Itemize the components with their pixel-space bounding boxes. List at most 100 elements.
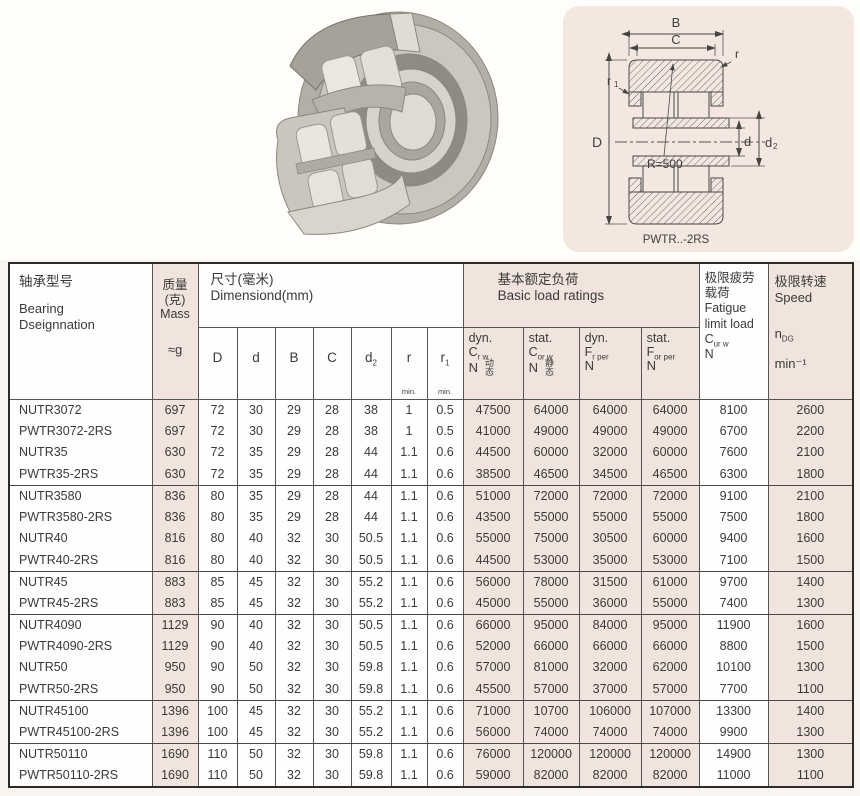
cell-C: 30	[312, 528, 352, 550]
bearing-diagram: B C r r 1 D d d 2 R=500 PWTR..-2RS	[592, 15, 778, 246]
cell-r1: 0.6	[426, 764, 464, 787]
cell-speed: 1400	[767, 571, 854, 593]
cell-d2: 59.8	[350, 743, 392, 765]
cell-B: 32	[274, 549, 314, 572]
cell-mass: 836	[151, 485, 199, 507]
cell-r: 1.1	[390, 764, 428, 787]
header-designation-en2: Dseignnation	[19, 317, 95, 332]
cell-D: 72	[197, 463, 238, 486]
header-speed: 极限转速 Speed nDG min⁻¹	[767, 262, 854, 400]
diagram-panel: B C r r 1 D d d 2 R=500 PWTR..-2RS	[563, 6, 854, 252]
cell-crw: 57000	[462, 657, 524, 679]
cell-crw: 44500	[462, 549, 524, 572]
header-dims-en: Dimensiond(mm)	[210, 288, 314, 303]
cell-crw: 76000	[462, 743, 524, 765]
cell-C: 28	[312, 506, 352, 528]
cell-speed: 2600	[767, 398, 854, 421]
cell-D: 80	[197, 506, 238, 528]
cell-speed: 1600	[767, 528, 854, 550]
table-row: NUTR3580 836 80 35 29 28 44 1.1 0.6 5100…	[8, 485, 854, 507]
cell-forper: 55000	[640, 592, 700, 615]
header-col-r: r min.	[390, 326, 428, 400]
cell-d: 30	[236, 420, 276, 442]
header-fatigue-limit-load: 极限疲劳 载荷 Fatigue limit load Cur w N	[698, 262, 769, 400]
diagram-label-C: C	[671, 32, 680, 47]
cell-mass: 950	[151, 678, 199, 701]
header-mass-approx: ≈g	[167, 341, 183, 357]
cell-forper: 66000	[640, 635, 700, 657]
cell-corw: 55000	[522, 592, 580, 615]
cell-crw: 66000	[462, 614, 524, 636]
table-row: PWTR4090-2RS 1129 90 40 32 30 50.5 1.1 0…	[8, 635, 854, 657]
cell-r1: 0.6	[426, 571, 464, 593]
cell-d: 45	[236, 592, 276, 615]
cell-d2: 50.5	[350, 528, 392, 550]
cell-r1: 0.6	[426, 657, 464, 679]
table-row: NUTR40 816 80 40 32 30 50.5 1.1 0.6 5500…	[8, 528, 854, 550]
header-mass: 质量 (克) Mass ≈g	[151, 262, 199, 400]
cell-corw: 95000	[522, 614, 580, 636]
cell-r1: 0.6	[426, 463, 464, 486]
cell-D: 100	[197, 721, 238, 744]
cell-designation: NUTR3072	[8, 398, 153, 421]
cell-mass: 1129	[151, 614, 199, 636]
cell-frper: 74000	[578, 721, 642, 744]
cell-d: 50	[236, 657, 276, 679]
cell-corw: 53000	[522, 549, 580, 572]
cell-crw: 55000	[462, 528, 524, 550]
cell-forper: 57000	[640, 678, 700, 701]
cell-forper: 60000	[640, 442, 700, 464]
table-row: NUTR45100 1396 100 45 32 30 55.2 1.1 0.6…	[8, 700, 854, 722]
cell-d2: 50.5	[350, 614, 392, 636]
cell-corw: 55000	[522, 506, 580, 528]
cell-B: 32	[274, 528, 314, 550]
diagram-label-d2-sub: 2	[773, 142, 778, 151]
cell-crw: 59000	[462, 764, 524, 787]
cell-r1: 0.6	[426, 549, 464, 572]
diagram-label-r: r	[735, 47, 739, 61]
cell-d: 45	[236, 700, 276, 722]
cell-curw: 6700	[698, 420, 769, 442]
cell-curw: 7400	[698, 592, 769, 615]
cell-d2: 44	[350, 442, 392, 464]
diagram-label-B: B	[672, 15, 681, 30]
cell-forper: 60000	[640, 528, 700, 550]
cell-D: 100	[197, 700, 238, 722]
cell-corw: 46500	[522, 463, 580, 486]
cell-d2: 55.2	[350, 571, 392, 593]
top-section: B C r r 1 D d d 2 R=500 PWTR..-2RS	[0, 0, 860, 260]
header-col-B: B	[274, 326, 314, 400]
cell-B: 29	[274, 485, 314, 507]
cell-r: 1.1	[390, 549, 428, 572]
cell-frper: 32000	[578, 442, 642, 464]
cell-designation: PWTR4090-2RS	[8, 635, 153, 657]
cell-curw: 8100	[698, 398, 769, 421]
cell-r: 1.1	[390, 506, 428, 528]
cell-d2: 38	[350, 420, 392, 442]
cell-B: 32	[274, 721, 314, 744]
cell-r1: 0.6	[426, 592, 464, 615]
cell-curw: 10100	[698, 657, 769, 679]
cell-B: 29	[274, 420, 314, 442]
cell-curw: 9100	[698, 485, 769, 507]
cell-corw: 75000	[522, 528, 580, 550]
cell-d: 45	[236, 721, 276, 744]
cell-C: 30	[312, 592, 352, 615]
cell-D: 72	[197, 398, 238, 421]
cell-r1: 0.6	[426, 528, 464, 550]
cell-frper: 31500	[578, 571, 642, 593]
cell-mass: 1690	[151, 764, 199, 787]
cell-speed: 1400	[767, 700, 854, 722]
cell-d2: 59.8	[350, 764, 392, 787]
cell-crw: 45500	[462, 678, 524, 701]
cell-speed: 1500	[767, 549, 854, 572]
header-col-corw: stat. Cor w N 静态	[522, 326, 580, 400]
cell-r: 1.1	[390, 614, 428, 636]
cell-mass: 697	[151, 420, 199, 442]
cell-r: 1.1	[390, 635, 428, 657]
cell-r: 1.1	[390, 678, 428, 701]
bearing-photo	[276, 11, 499, 235]
cell-r1: 0.6	[426, 700, 464, 722]
cell-C: 30	[312, 635, 352, 657]
